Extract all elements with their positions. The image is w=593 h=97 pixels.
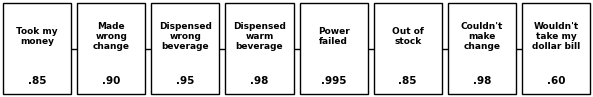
Text: Wouldn't
take my
dollar bill: Wouldn't take my dollar bill	[532, 22, 580, 51]
Text: .98: .98	[473, 76, 491, 86]
FancyBboxPatch shape	[77, 3, 145, 94]
Text: Made
wrong
change: Made wrong change	[93, 22, 130, 51]
Text: Power
failed: Power failed	[318, 27, 349, 46]
Text: Took my
money: Took my money	[16, 27, 58, 46]
Text: .60: .60	[547, 76, 565, 86]
Text: .85: .85	[398, 76, 417, 86]
FancyBboxPatch shape	[3, 3, 71, 94]
FancyBboxPatch shape	[299, 3, 368, 94]
Text: Out of
stock: Out of stock	[392, 27, 423, 46]
Text: .995: .995	[321, 76, 346, 86]
Text: .95: .95	[176, 76, 195, 86]
Text: Dispensed
wrong
beverage: Dispensed wrong beverage	[159, 22, 212, 51]
Text: .85: .85	[28, 76, 46, 86]
FancyBboxPatch shape	[448, 3, 516, 94]
Text: .90: .90	[102, 76, 120, 86]
Text: .98: .98	[250, 76, 269, 86]
Text: Dispensed
warm
beverage: Dispensed warm beverage	[233, 22, 286, 51]
FancyBboxPatch shape	[374, 3, 442, 94]
FancyBboxPatch shape	[151, 3, 219, 94]
FancyBboxPatch shape	[522, 3, 590, 94]
FancyBboxPatch shape	[225, 3, 294, 94]
Text: Couldn't
make
change: Couldn't make change	[461, 22, 503, 51]
